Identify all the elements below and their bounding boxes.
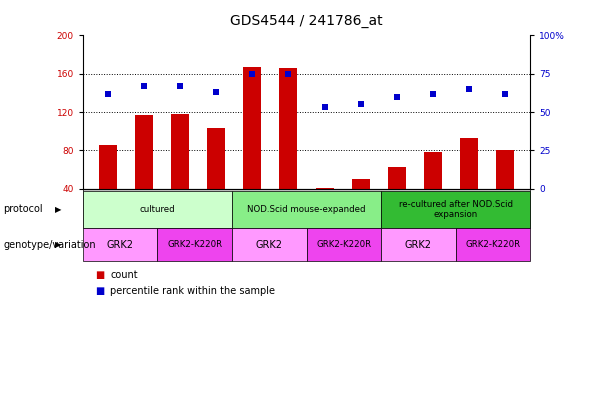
Bar — [387, 167, 406, 189]
Text: re-cultured after NOD.Scid
expansion: re-cultured after NOD.Scid expansion — [398, 200, 512, 219]
Bar — [135, 115, 153, 189]
Bar — [243, 67, 261, 189]
Text: percentile rank within the sample: percentile rank within the sample — [110, 286, 275, 296]
Text: cultured: cultured — [140, 205, 175, 214]
Bar — [99, 145, 117, 189]
Text: NOD.Scid mouse-expanded: NOD.Scid mouse-expanded — [247, 205, 366, 214]
Bar — [171, 114, 189, 189]
Text: GRK2-K220R: GRK2-K220R — [465, 240, 520, 249]
Bar — [316, 188, 333, 189]
Bar — [207, 128, 226, 189]
Text: ▶: ▶ — [55, 240, 61, 249]
Bar — [352, 179, 370, 189]
Text: ■: ■ — [95, 286, 104, 296]
Text: protocol: protocol — [3, 204, 43, 214]
Text: count: count — [110, 270, 138, 280]
Text: GRK2-K220R: GRK2-K220R — [167, 240, 222, 249]
Bar — [280, 68, 297, 189]
Bar — [496, 150, 514, 189]
Text: GRK2: GRK2 — [405, 240, 432, 250]
Text: genotype/variation: genotype/variation — [3, 240, 96, 250]
Bar — [424, 152, 442, 189]
Text: GRK2-K220R: GRK2-K220R — [316, 240, 371, 249]
Bar — [460, 138, 478, 189]
Text: ■: ■ — [95, 270, 104, 280]
Text: GRK2: GRK2 — [256, 240, 283, 250]
Text: GRK2: GRK2 — [107, 240, 134, 250]
Text: GDS4544 / 241786_at: GDS4544 / 241786_at — [230, 14, 383, 28]
Text: ▶: ▶ — [55, 205, 61, 214]
